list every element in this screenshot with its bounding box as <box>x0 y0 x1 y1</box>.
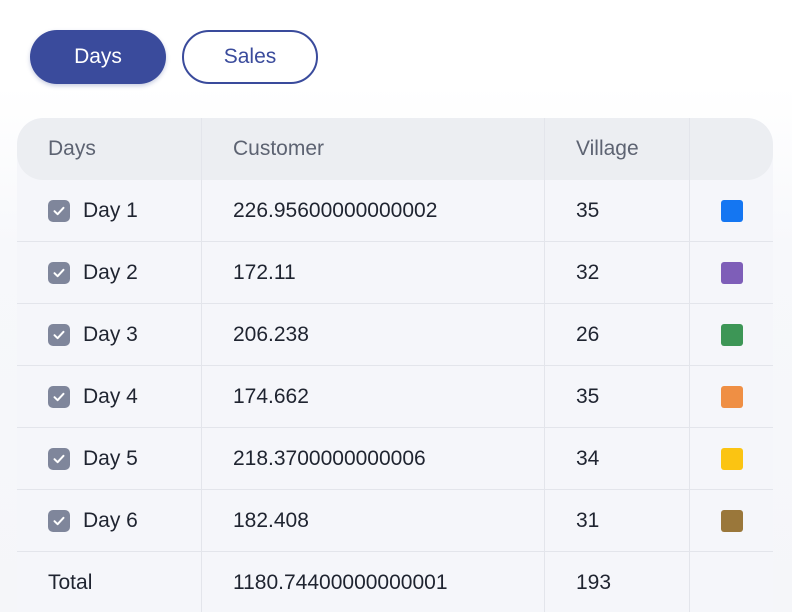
checkbox[interactable] <box>48 324 70 346</box>
color-swatch[interactable] <box>721 448 743 470</box>
table-row: Day 4 174.662 35 <box>17 366 773 428</box>
column-divider <box>201 118 202 612</box>
checkbox[interactable] <box>48 200 70 222</box>
checkmark-icon <box>53 206 65 216</box>
checkbox[interactable] <box>48 386 70 408</box>
color-cell <box>721 180 743 242</box>
table-row: Day 3 206.238 26 <box>17 304 773 366</box>
customer-cell: 206.238 <box>233 323 309 346</box>
color-cell <box>721 304 743 366</box>
tab-bar: Days Sales <box>30 30 318 84</box>
customer-cell: 218.3700000000006 <box>233 447 426 470</box>
checkmark-icon <box>53 330 65 340</box>
day-cell: Day 2 <box>48 242 138 304</box>
village-cell: 35 <box>576 385 600 408</box>
village-cell: 34 <box>576 447 600 470</box>
checkmark-icon <box>53 454 65 464</box>
total-label: Total <box>48 571 93 594</box>
day-cell: Day 1 <box>48 180 138 242</box>
day-cell: Day 4 <box>48 366 138 428</box>
color-swatch[interactable] <box>721 386 743 408</box>
customer-cell: 226.95600000000002 <box>233 199 438 222</box>
color-swatch[interactable] <box>721 324 743 346</box>
checkbox[interactable] <box>48 448 70 470</box>
table-row: Day 5 218.3700000000006 34 <box>17 428 773 490</box>
color-swatch[interactable] <box>721 510 743 532</box>
total-customer: 1180.74400000000001 <box>233 571 448 594</box>
village-cell: 26 <box>576 323 600 346</box>
color-swatch[interactable] <box>721 200 743 222</box>
header-customer[interactable]: Customer <box>233 137 325 160</box>
customer-cell: 172.11 <box>233 261 296 284</box>
day-cell: Day 6 <box>48 490 138 552</box>
header-village[interactable]: Village <box>576 137 639 160</box>
table-row: Day 6 182.408 31 <box>17 490 773 552</box>
color-cell <box>721 366 743 428</box>
color-cell <box>721 490 743 552</box>
column-divider <box>689 118 690 612</box>
day-label: Day 5 <box>83 447 138 470</box>
header-days[interactable]: Days <box>48 137 96 160</box>
column-divider <box>544 118 545 612</box>
village-cell: 35 <box>576 199 600 222</box>
customer-cell: 182.408 <box>233 509 309 532</box>
total-row: Total 1180.74400000000001 193 <box>17 552 773 612</box>
checkbox[interactable] <box>48 510 70 532</box>
village-cell: 31 <box>576 509 600 532</box>
day-label: Day 6 <box>83 509 138 532</box>
total-village: 193 <box>576 571 612 594</box>
day-label: Day 4 <box>83 385 138 408</box>
day-label: Day 2 <box>83 261 138 284</box>
table-row: Day 2 172.11 32 <box>17 242 773 304</box>
color-swatch[interactable] <box>721 262 743 284</box>
tab-days[interactable]: Days <box>30 30 166 84</box>
checkbox[interactable] <box>48 262 70 284</box>
checkmark-icon <box>53 516 65 526</box>
color-cell <box>721 428 743 490</box>
tab-sales[interactable]: Sales <box>182 30 318 84</box>
table-header: Days Customer Village <box>17 118 773 180</box>
day-label: Day 1 <box>83 199 138 222</box>
day-label: Day 3 <box>83 323 138 346</box>
data-table: Days Customer Village Day 1 226.956000000… <box>17 118 773 612</box>
customer-cell: 174.662 <box>233 385 309 408</box>
table-row: Day 1 226.95600000000002 35 <box>17 180 773 242</box>
day-cell: Day 5 <box>48 428 138 490</box>
day-cell: Day 3 <box>48 304 138 366</box>
checkmark-icon <box>53 268 65 278</box>
village-cell: 32 <box>576 261 600 284</box>
checkmark-icon <box>53 392 65 402</box>
color-cell <box>721 242 743 304</box>
